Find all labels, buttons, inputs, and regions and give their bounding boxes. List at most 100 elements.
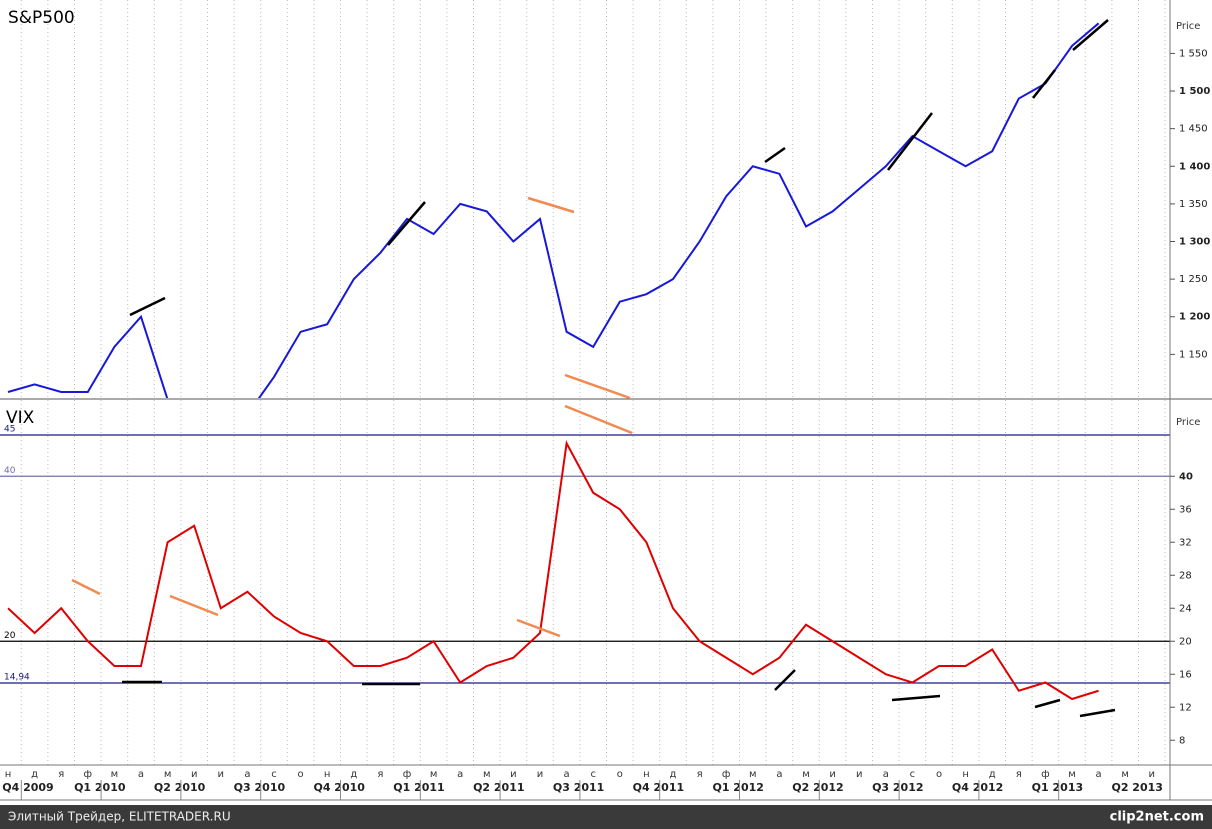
- x-tick-label: с: [271, 769, 277, 780]
- annotations: [71, 19, 1116, 718]
- y-tick-label: 1 200: [1179, 312, 1210, 323]
- trend-line: [129, 296, 166, 317]
- x-tick-label: о: [298, 769, 304, 780]
- x-tick-label: о: [617, 769, 623, 780]
- trend-line: [1032, 69, 1056, 99]
- x-tick-label: ф: [722, 769, 731, 780]
- x-tick-label: я: [697, 769, 703, 780]
- trend-line: [891, 694, 941, 702]
- y-tick-label: 1 250: [1179, 274, 1208, 285]
- x-tick-label: с: [910, 769, 916, 780]
- x-tick-label: и: [218, 769, 225, 780]
- quarter-label: Q2 2011: [473, 781, 524, 794]
- quarter-label: Q1 2011: [393, 781, 444, 794]
- x-tick-label: а: [244, 769, 250, 780]
- x-tick-label: м: [1068, 769, 1076, 780]
- x-tick-label: м: [802, 769, 810, 780]
- quarter-label: Q3 2012: [872, 781, 923, 794]
- quarter-label: Q4 2011: [633, 781, 684, 794]
- x-tick-label: н: [643, 769, 650, 780]
- x-tick-label: и: [856, 769, 863, 780]
- y-tick-label: 1 350: [1179, 199, 1208, 210]
- quarter-label: Q1 2012: [712, 781, 763, 794]
- x-tick-label: а: [564, 769, 570, 780]
- x-tick-label: м: [111, 769, 119, 780]
- x-tick-label: и: [537, 769, 544, 780]
- x-tick-label: д: [670, 769, 677, 780]
- y-tick-label: 24: [1179, 603, 1192, 614]
- x-tick-label: д: [350, 769, 357, 780]
- x-tick-label: о: [936, 769, 942, 780]
- y-tick-label: 1 550: [1179, 48, 1208, 59]
- y-tick-label: 12: [1179, 702, 1192, 713]
- x-tick-label: а: [138, 769, 144, 780]
- x-tick-label: н: [324, 769, 331, 780]
- y-tick-label: 20: [1179, 636, 1192, 647]
- x-tick-label: а: [883, 769, 889, 780]
- x-tick-label: м: [749, 769, 757, 780]
- series-line: [7, 440, 1099, 701]
- y-tick-label: 32: [1179, 537, 1192, 548]
- chart-title: S&P500: [8, 8, 75, 28]
- x-tick-label: н: [962, 769, 969, 780]
- x-tick-label: ф: [403, 769, 412, 780]
- x-tick-label: м: [1121, 769, 1129, 780]
- level-label: 40: [4, 466, 16, 476]
- background: [0, 0, 1212, 805]
- x-tick-label: и: [510, 769, 517, 780]
- x-tick-label: н: [5, 769, 12, 780]
- y-tick-label: 1 500: [1179, 86, 1210, 97]
- quarter-label: Q2 2013: [1111, 781, 1162, 794]
- y-tick-label: 1 150: [1179, 349, 1208, 360]
- x-tick-label: ф: [84, 769, 93, 780]
- x-tick-label: с: [590, 769, 596, 780]
- x-tick-label: м: [483, 769, 491, 780]
- y-tick-label: 1 400: [1179, 161, 1210, 172]
- trend-line: [564, 373, 631, 400]
- axis-title: Price: [1176, 21, 1200, 32]
- footer-logo[interactable]: clip2net.com: [1110, 810, 1204, 825]
- trend-line: [564, 404, 633, 435]
- x-tick-label: я: [1016, 769, 1022, 780]
- quarter-label: Q3 2011: [553, 781, 604, 794]
- x-tick-label: м: [430, 769, 438, 780]
- quarter-label: Q4 2010: [313, 781, 365, 794]
- trend-line: [774, 669, 796, 691]
- level-label: 14,94: [4, 672, 30, 682]
- x-tick-label: а: [457, 769, 463, 780]
- quarter-label: Q1 2013: [1032, 781, 1083, 794]
- y-tick-label: 1 450: [1179, 124, 1208, 135]
- trend-line: [1072, 19, 1109, 51]
- footer-bar: [0, 805, 1212, 829]
- x-tick-label: я: [58, 769, 64, 780]
- quarter-label: Q4 2012: [952, 781, 1003, 794]
- axis-title: Price: [1176, 417, 1200, 428]
- x-tick-label: я: [377, 769, 383, 780]
- x-tick-label: и: [191, 769, 198, 780]
- trend-line: [387, 201, 426, 246]
- x-tick-label: и: [1149, 769, 1156, 780]
- trend-line: [527, 196, 575, 214]
- x-tick-label: м: [164, 769, 172, 780]
- x-tick-label: ф: [1041, 769, 1050, 780]
- y-tick-label: 8: [1179, 735, 1185, 746]
- trend-line: [516, 618, 561, 638]
- quarter-label: Q2 2010: [154, 781, 206, 794]
- y-tick-label: 36: [1179, 504, 1192, 515]
- trend-line: [169, 594, 219, 617]
- quarter-label: Q1 2010: [74, 781, 126, 794]
- y-tick-label: 28: [1179, 570, 1192, 581]
- series-line: [7, 22, 1100, 398]
- quarter-label: Q2 2012: [792, 781, 843, 794]
- trend-line: [764, 146, 786, 164]
- trend-line: [71, 578, 101, 596]
- level-label: 45: [4, 425, 15, 435]
- x-tick-label: а: [776, 769, 782, 780]
- x-tick-label: д: [989, 769, 996, 780]
- trend-line: [1034, 698, 1061, 709]
- level-label: 20: [4, 631, 16, 641]
- y-tick-label: 1 300: [1179, 237, 1210, 248]
- quarter-label: Q4 2009: [2, 781, 53, 794]
- x-tick-label: а: [1096, 769, 1102, 780]
